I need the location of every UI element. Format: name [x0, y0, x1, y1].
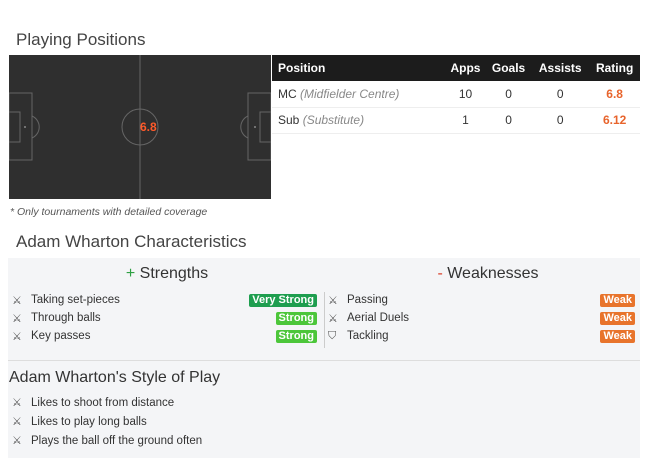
item-label: Likes to shoot from distance [31, 396, 175, 409]
item-label: Taking set-pieces [31, 294, 120, 306]
item-label: Key passes [31, 330, 91, 342]
divider [8, 360, 640, 361]
apps: 10 [445, 81, 486, 108]
list-item: ⛉ Tackling Weak [328, 327, 635, 345]
item-label: Aerial Duels [347, 312, 409, 324]
playing-positions-title: Playing Positions [16, 30, 146, 49]
pitch-map: 6.8 [8, 55, 272, 199]
strengths-header: + Strengths [17, 265, 317, 283]
rating: 6.12 [589, 107, 640, 134]
col-apps[interactable]: Apps [445, 55, 486, 81]
coverage-note: * Only tournaments with detailed coverag… [10, 206, 208, 218]
goals: 0 [485, 81, 532, 108]
assists: 0 [531, 81, 590, 108]
sword-icon: ⚔ [12, 397, 22, 409]
item-label: Passing [347, 294, 388, 306]
strengths-title: Strengths [139, 265, 209, 282]
style-of-play-title: Adam Wharton's Style of Play [9, 369, 221, 386]
col-rating[interactable]: Rating [589, 55, 640, 81]
sword-icon: ⚔ [12, 435, 22, 447]
positions-table: Position Apps Goals Assists Rating MC (Midfi… [272, 55, 640, 134]
level-badge: Weak [600, 329, 635, 343]
strengths-list: ⚔ Taking set-pieces Very Strong ⚔ Through ba… [12, 291, 317, 345]
table-row: MC (Midfielder Centre) 10 0 0 6.8 [272, 81, 640, 108]
position-name: (Midfielder Centre) [300, 86, 400, 101]
list-item: ⚔ Likes to play long balls [12, 412, 317, 431]
col-position[interactable]: Position [272, 55, 446, 81]
style-list: ⚔ Likes to shoot from distance ⚔ Likes to p… [12, 393, 317, 450]
sword-icon: ⚔ [328, 312, 338, 325]
characteristics-panel [8, 258, 640, 458]
plus-icon: + [125, 265, 136, 282]
list-item: ⚔ Through balls Strong [12, 309, 317, 327]
item-label: Plays the ball off the ground often [31, 434, 203, 447]
minus-icon: - [437, 265, 443, 282]
level-badge: Very Strong [249, 293, 317, 307]
weaknesses-title: Weaknesses [447, 265, 539, 282]
assists: 0 [531, 107, 590, 134]
sword-icon: ⚔ [12, 294, 22, 307]
level-badge: Weak [600, 311, 635, 325]
list-item: ⚔ Key passes Strong [12, 327, 317, 345]
level-badge: Strong [275, 329, 317, 343]
list-item: ⚔ Likes to shoot from distance [12, 393, 317, 412]
col-assists[interactable]: Assists [531, 55, 590, 81]
table-row: Sub (Substitute) 1 0 0 6.12 [272, 107, 640, 134]
level-badge: Weak [600, 293, 635, 307]
col-goals[interactable]: Goals [485, 55, 532, 81]
position-name: (Substitute) [302, 113, 365, 127]
pitch-lines [8, 55, 272, 199]
weaknesses-header: - Weaknesses [338, 265, 638, 283]
goals: 0 [485, 107, 532, 134]
rating: 6.8 [589, 81, 640, 108]
apps: 1 [445, 107, 486, 134]
list-item: ⚔ Taking set-pieces Very Strong [12, 291, 317, 309]
sword-icon: ⚔ [12, 330, 22, 343]
shield-icon: ⛉ [328, 329, 337, 342]
position-code: Sub [278, 113, 300, 127]
list-item: ⚔ Passing Weak [328, 291, 635, 309]
position-code: MC [278, 86, 297, 101]
sword-icon: ⚔ [12, 416, 22, 428]
sword-icon: ⚔ [12, 312, 22, 325]
list-item: ⚔ Plays the ball off the ground often [12, 431, 317, 450]
item-label: Tackling [347, 330, 389, 342]
weaknesses-list: ⚔ Passing Weak ⚔ Aerial Duels Weak ⛉ Tackling We… [328, 291, 635, 345]
characteristics-title: Adam Wharton Characteristics [16, 232, 247, 251]
sword-icon: ⚔ [328, 294, 338, 307]
item-label: Through balls [31, 312, 101, 324]
item-label: Likes to play long balls [31, 415, 147, 428]
column-divider [324, 292, 325, 348]
level-badge: Strong [275, 311, 317, 325]
position-rating-marker[interactable]: 6.8 [140, 120, 157, 134]
list-item: ⚔ Aerial Duels Weak [328, 309, 635, 327]
